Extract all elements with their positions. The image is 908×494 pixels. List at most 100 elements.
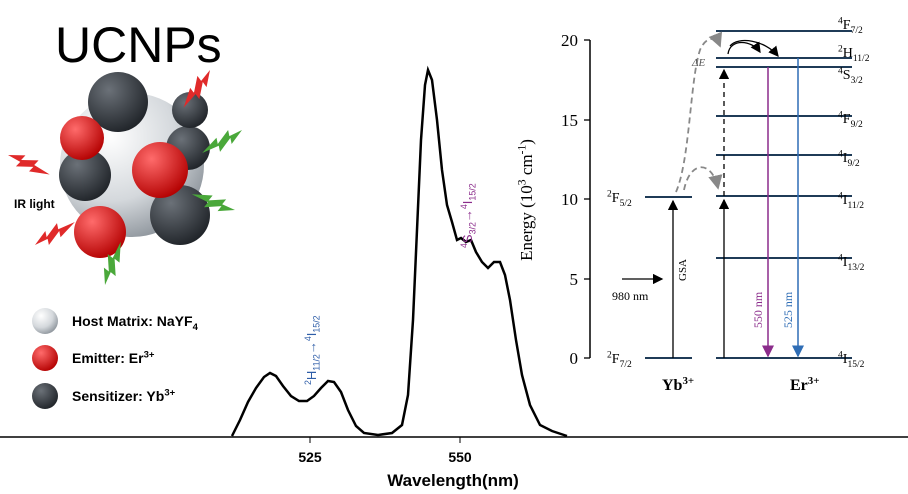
text-part: H bbox=[843, 46, 853, 61]
text-part: → bbox=[304, 341, 319, 354]
subscript: 7/2 bbox=[851, 26, 863, 36]
supscript: 4 bbox=[459, 204, 469, 209]
supscript: 3+ bbox=[808, 375, 820, 387]
subscript: 11/2 bbox=[847, 201, 864, 211]
x-tick-label: 525 bbox=[298, 449, 322, 465]
text-part: I bbox=[304, 333, 319, 337]
text-part: F bbox=[612, 352, 620, 367]
level-label: 4F9/2 bbox=[838, 111, 863, 130]
relaxation-arrow bbox=[727, 41, 761, 55]
emitter-sphere bbox=[60, 116, 104, 160]
level-label: 4I15/2 bbox=[838, 351, 865, 370]
text-part: F bbox=[612, 191, 620, 206]
sensitizer-sphere bbox=[150, 185, 210, 245]
y-tick-label: 15 bbox=[561, 111, 578, 130]
ir-bolt bbox=[31, 215, 79, 252]
sensitizer-sphere bbox=[172, 92, 208, 128]
ion-label: Er3+ bbox=[790, 375, 819, 394]
level-label: 4S3/2 bbox=[838, 67, 863, 86]
subscript: 11/2 bbox=[853, 54, 870, 64]
emitter-sphere bbox=[132, 142, 188, 198]
text-part: Yb bbox=[662, 377, 683, 394]
subscript: 3/2 bbox=[468, 222, 478, 234]
sensitizer-sphere bbox=[59, 149, 111, 201]
emission-label: 525 nm bbox=[781, 291, 795, 328]
energy-levels: 051015202F5/22F7/24F7/22H11/24S3/24F9/24… bbox=[561, 17, 870, 370]
text-part: Energy (10 bbox=[517, 185, 536, 261]
text-part: ) bbox=[517, 139, 536, 145]
text-part: I bbox=[843, 193, 848, 208]
supscript: 3+ bbox=[144, 350, 155, 361]
y-tick-label: 10 bbox=[561, 190, 578, 209]
legend-swatch bbox=[32, 345, 58, 371]
ion-label: Yb3+ bbox=[662, 375, 694, 394]
relaxation-arrow bbox=[729, 39, 779, 58]
subscript: 9/2 bbox=[851, 120, 863, 130]
subscript: 4 bbox=[193, 322, 199, 333]
subscript: 5/2 bbox=[620, 199, 632, 209]
transition-label: 4S3/2→4I15/2 bbox=[459, 183, 478, 248]
level-label: 2F7/2 bbox=[607, 351, 632, 370]
legend-swatch bbox=[32, 383, 58, 409]
text-part: I bbox=[843, 352, 848, 367]
supscript: -1 bbox=[516, 145, 529, 155]
text-part: cm bbox=[517, 154, 536, 179]
text-part: Er bbox=[790, 377, 808, 394]
supscript: 4 bbox=[303, 336, 313, 341]
supscript: 4 bbox=[838, 192, 843, 202]
level-label: 4I11/2 bbox=[838, 192, 864, 211]
supscript: 3+ bbox=[164, 388, 175, 399]
title: UCNPs bbox=[55, 17, 222, 73]
supscript: 4 bbox=[838, 150, 843, 160]
level-label: 4I13/2 bbox=[838, 254, 865, 273]
subscript: 11/2 bbox=[312, 354, 322, 371]
text-part: F bbox=[843, 18, 851, 33]
level-label: 4F7/2 bbox=[838, 17, 863, 36]
emission-label: 550 nm bbox=[751, 291, 765, 328]
text-part: I bbox=[843, 255, 848, 270]
text-part: Emitter: Er bbox=[72, 350, 144, 366]
subscript: 15/2 bbox=[312, 315, 322, 332]
supscript: 2 bbox=[607, 190, 612, 200]
supscript: 3+ bbox=[682, 375, 694, 387]
supscript: 4 bbox=[838, 254, 843, 264]
supscript: 2 bbox=[303, 380, 313, 385]
energy-transfer-arrow bbox=[675, 31, 722, 193]
text-part: S bbox=[843, 68, 851, 83]
subscript: 9/2 bbox=[847, 159, 859, 169]
x-axis-label: Wavelength(nm) bbox=[387, 471, 519, 490]
y-tick-label: 5 bbox=[570, 270, 579, 289]
y-tick-label: 20 bbox=[561, 31, 578, 50]
text-part: Sensitizer: Yb bbox=[72, 388, 164, 404]
sensitizer-sphere bbox=[88, 72, 148, 132]
text-part: I bbox=[460, 201, 475, 205]
legend-label: Emitter: Er3+ bbox=[72, 350, 155, 366]
text-part: S bbox=[460, 234, 475, 243]
delta-e-label: ΔE bbox=[691, 57, 705, 69]
emitter-sphere bbox=[74, 206, 126, 258]
supscript: 3 bbox=[516, 179, 529, 185]
y-axis-label: Energy (103 cm-1) bbox=[516, 139, 536, 261]
text-part: I bbox=[843, 151, 848, 166]
ir-bolt bbox=[5, 147, 54, 181]
supscript: 4 bbox=[838, 17, 843, 27]
legend-label: Sensitizer: Yb3+ bbox=[72, 388, 176, 404]
subscript: 15/2 bbox=[847, 360, 864, 370]
x-tick-label: 550 bbox=[448, 449, 472, 465]
text-part: H bbox=[304, 371, 319, 380]
excitation-label: 980 nm bbox=[612, 289, 649, 303]
transition-label: 2H11/2→4I15/2 bbox=[303, 315, 322, 385]
legend-label: Host Matrix: NaYF4 bbox=[72, 313, 199, 333]
subscript: 15/2 bbox=[468, 183, 478, 200]
text-part: F bbox=[843, 112, 851, 127]
y-tick-label: 0 bbox=[570, 349, 579, 368]
ir-label: IR light bbox=[14, 197, 55, 211]
supscript: 4 bbox=[838, 67, 843, 77]
spectrum-curve bbox=[230, 65, 568, 438]
text-part: Host Matrix: NaYF bbox=[72, 313, 193, 329]
supscript: 4 bbox=[459, 243, 469, 248]
energy-transfer-arrow bbox=[683, 166, 723, 191]
subscript: 3/2 bbox=[851, 76, 863, 86]
text-part: → bbox=[460, 209, 475, 222]
